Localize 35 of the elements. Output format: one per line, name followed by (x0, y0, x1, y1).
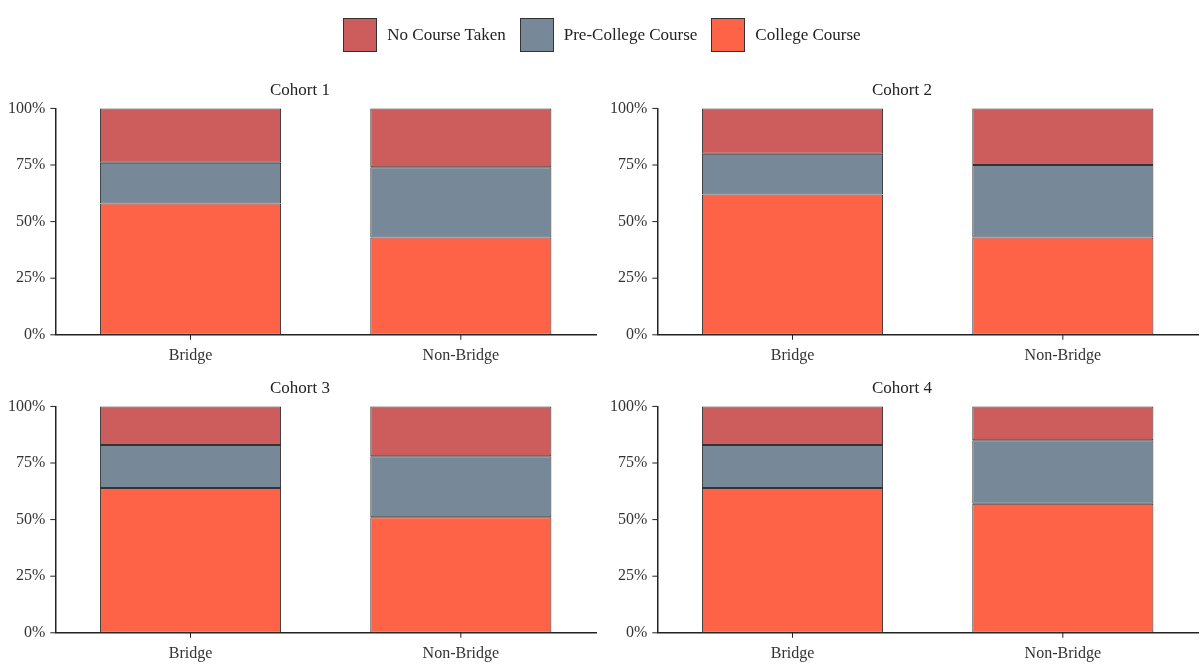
y-tick-label: 0% (24, 623, 46, 640)
chart-title: Cohort 4 (872, 377, 933, 397)
x-tick-label: Non-Bridge (422, 345, 500, 364)
y-tick-label: 25% (618, 268, 648, 286)
y-tick-label: 50% (618, 211, 648, 229)
y-tick-label: 0% (626, 623, 648, 640)
y-tick-label: 75% (618, 155, 648, 173)
x-tick-label: Non-Bridge (422, 643, 500, 662)
y-tick-label: 0% (24, 325, 46, 342)
y-tick-label: 75% (16, 155, 46, 173)
legend-label: College Course (755, 25, 861, 45)
y-tick-label: 75% (16, 453, 46, 471)
y-tick-label: 100% (8, 98, 46, 116)
y-tick-label: 50% (16, 509, 46, 527)
y-tick-label: 75% (618, 453, 648, 471)
y-tick-label: 100% (8, 396, 46, 414)
y-tick-label: 25% (16, 566, 46, 584)
x-tick-label: Bridge (770, 345, 815, 364)
x-tick-label: Bridge (770, 643, 815, 662)
legend-label: No Course Taken (387, 25, 506, 45)
x-tick-label: Bridge (168, 345, 213, 364)
y-tick-label: 50% (618, 509, 648, 527)
y-tick-label: 25% (618, 566, 648, 584)
x-tick-label: Non-Bridge (1024, 345, 1102, 364)
chart-title: Cohort 2 (872, 79, 932, 99)
x-tick-label: Non-Bridge (1024, 643, 1102, 662)
legend-label: Pre-College Course (563, 25, 698, 45)
y-tick-label: 100% (610, 98, 648, 116)
y-tick-label: 50% (16, 211, 46, 229)
y-tick-label: 0% (626, 325, 648, 342)
chart-title: Cohort 3 (270, 377, 330, 397)
y-tick-label: 100% (610, 396, 648, 414)
x-tick-label: Bridge (168, 643, 213, 662)
chart-title: Cohort 1 (270, 79, 330, 99)
y-tick-label: 25% (16, 268, 46, 286)
